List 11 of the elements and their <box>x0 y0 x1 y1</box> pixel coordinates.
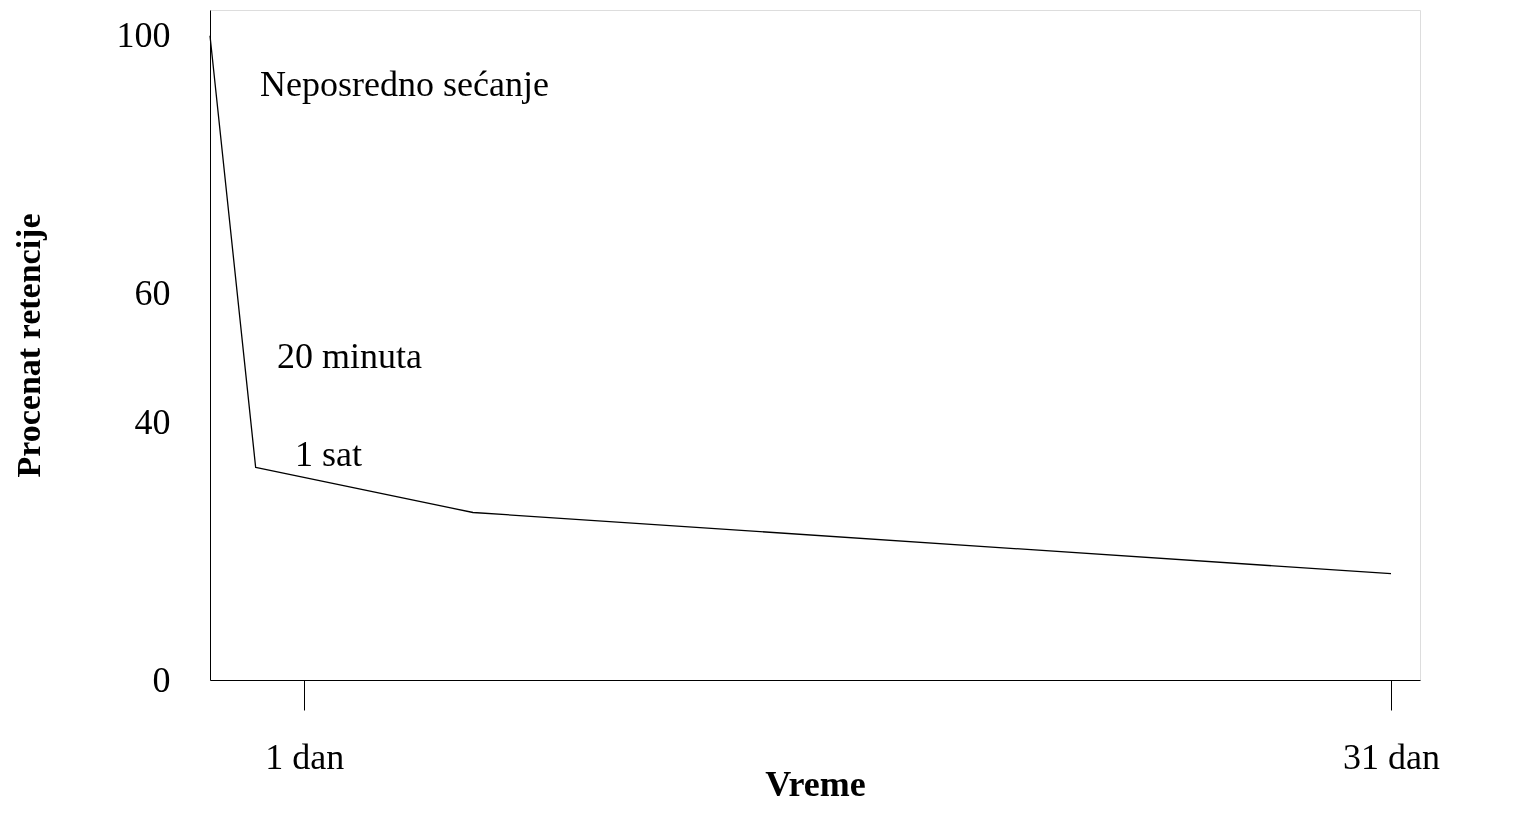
y-axis-title: Procenat retencije <box>9 213 47 478</box>
annotation: Neposredno sećanje <box>260 64 549 104</box>
y-tick-label: 60 <box>134 272 171 313</box>
y-tick-label: 100 <box>116 15 171 56</box>
y-tick-label: 0 <box>152 659 171 700</box>
x-tick-label: 31 dan <box>1343 736 1441 777</box>
x-axis-title: Vreme <box>765 763 866 804</box>
x-tick-label: 1 dan <box>265 736 345 777</box>
y-tick-label: 40 <box>134 401 171 442</box>
annotation: 20 minuta <box>277 336 423 376</box>
annotation: 1 sat <box>295 434 362 474</box>
